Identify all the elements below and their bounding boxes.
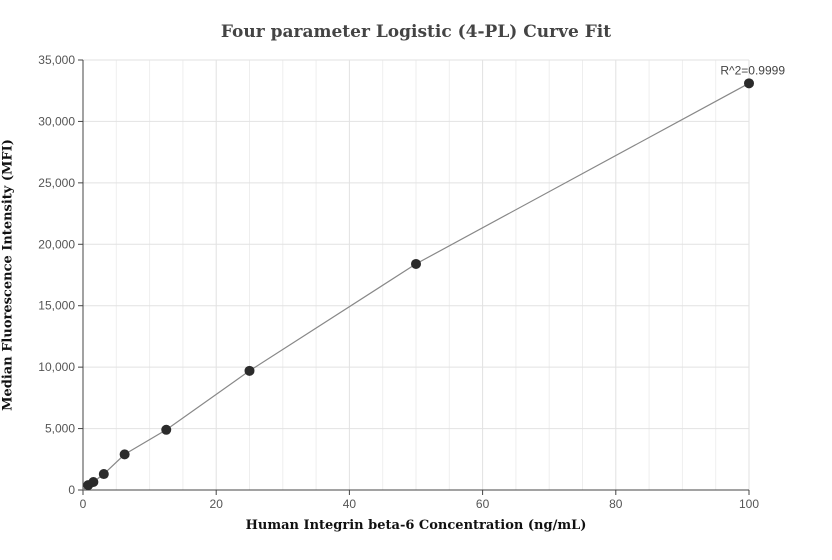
data-point	[88, 477, 99, 488]
x-axis-label: Human Integrin beta-6 Concentration (ng/…	[245, 518, 587, 533]
x-tick-label: 20	[210, 497, 224, 511]
data-point	[119, 449, 130, 460]
y-tick-label: 5,000	[45, 422, 75, 436]
axes	[78, 59, 750, 495]
data-point	[161, 424, 172, 435]
data-point	[98, 469, 109, 480]
data-point	[411, 258, 421, 269]
x-tick-label: 0	[80, 497, 87, 511]
grid-lines	[82, 59, 750, 491]
data-point	[244, 365, 255, 376]
x-tick-label: 40	[343, 497, 357, 511]
x-tick-label: 100	[739, 497, 759, 511]
y-tick-label: 0	[68, 483, 75, 497]
x-tick-label: 60	[476, 497, 490, 511]
y-tick-label: 15,000	[38, 299, 75, 313]
r-squared-annotation: R^2=0.9999	[720, 63, 785, 77]
data-point	[744, 78, 754, 89]
y-tick-label: 30,000	[38, 114, 75, 128]
x-tick-label: 80	[609, 497, 623, 511]
y-tick-label: 35,000	[38, 53, 75, 67]
tick-labels: 0 20 40 60 80 100 0 5,000 10,000 15,000 20,000 25,0…	[38, 53, 759, 511]
chart-title: Four parameter Logistic (4-PL) Curve Fit	[220, 22, 612, 42]
y-tick-label: 20,000	[38, 237, 75, 251]
y-tick-label: 10,000	[38, 360, 75, 374]
data-points	[83, 78, 754, 491]
y-tick-label: 25,000	[38, 176, 75, 190]
